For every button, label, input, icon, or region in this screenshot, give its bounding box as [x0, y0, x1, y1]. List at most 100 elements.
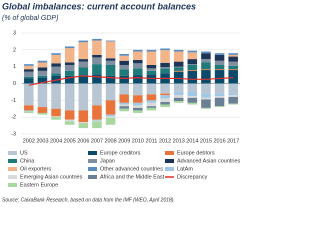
bar-segment — [105, 64, 116, 76]
bar-segment — [78, 59, 89, 62]
bar-segment — [160, 93, 170, 96]
x-tick-label: 2003 — [36, 138, 48, 144]
bar-segment — [119, 94, 129, 103]
bar-segment — [214, 69, 225, 71]
bar-segment — [105, 41, 116, 59]
bar-segment — [119, 69, 129, 76]
bar-segment — [105, 118, 116, 125]
bar-segment — [51, 116, 61, 118]
bar-segment — [201, 51, 211, 54]
bar-segment — [173, 71, 184, 84]
bar-segment — [187, 52, 198, 60]
y-tick-label: 1 — [13, 64, 16, 70]
bar-segment — [214, 96, 225, 98]
x-tick-label: 2005 — [64, 138, 76, 144]
bar-segment — [160, 67, 170, 69]
bar-segment — [119, 106, 129, 109]
bar-segment — [105, 114, 116, 117]
bar-segment — [160, 48, 170, 51]
bar-segment — [214, 64, 225, 70]
legend-swatch — [8, 159, 17, 163]
bar-segment — [133, 107, 143, 111]
legend-label: Discrepancy — [177, 174, 208, 180]
legend-label: Oil exporters — [20, 166, 51, 172]
bar-segment — [78, 83, 89, 111]
bar-segment — [201, 93, 211, 98]
chart-title: Global imbalances: current account balan… — [2, 1, 196, 11]
bar-segment — [51, 66, 61, 74]
bar-segment — [92, 38, 102, 41]
bar-segment — [187, 70, 198, 84]
bar-segment — [92, 121, 102, 129]
legend-label: LatAm — [177, 166, 193, 172]
bar-segment — [187, 96, 198, 98]
bar-segment — [228, 93, 238, 96]
bar-segment — [228, 61, 238, 66]
bar-segment — [64, 62, 75, 65]
bar-segment — [228, 53, 238, 55]
x-tick-label: 2007 — [91, 138, 103, 144]
bar-segment — [146, 49, 157, 52]
bar-segment — [119, 54, 129, 56]
bar-segment — [173, 66, 184, 68]
bar-segment — [201, 69, 211, 71]
x-tick-label: 2017 — [227, 138, 239, 144]
legend-label: US — [20, 150, 28, 156]
bar-segment — [146, 64, 157, 69]
x-tick-label: 2002 — [23, 138, 35, 144]
x-tick-label: 2008 — [104, 138, 116, 144]
bar-segment — [187, 70, 198, 71]
bar-segment — [228, 103, 238, 105]
legend-swatch — [8, 167, 17, 171]
bar-segment — [228, 96, 238, 104]
bar-segment — [92, 64, 102, 75]
bar-segment — [92, 40, 102, 55]
legend-swatch — [8, 151, 17, 155]
bar-segment — [64, 119, 75, 122]
bar-segment — [64, 46, 75, 49]
bar-segment — [173, 61, 184, 67]
legend-swatch — [8, 183, 17, 187]
bar-segment — [105, 40, 116, 42]
bar-segment — [201, 59, 211, 63]
bar-segment — [146, 102, 157, 107]
bar-segment — [105, 58, 116, 61]
bar-segment — [133, 102, 143, 106]
bar-segment — [201, 70, 211, 84]
bar-segment — [51, 83, 61, 109]
bar-segment — [187, 91, 198, 97]
bar-segment — [92, 83, 102, 106]
bar-segment — [228, 54, 238, 57]
bar-segment — [24, 111, 34, 113]
bar-segment — [133, 110, 143, 113]
bar-segment — [214, 93, 225, 97]
legend-label: Japan — [100, 158, 115, 164]
bar-segment — [37, 77, 48, 84]
legend-swatch — [165, 151, 174, 155]
legend-swatch — [88, 167, 97, 171]
x-tick-label: 2015 — [200, 138, 212, 144]
bar-segment — [228, 95, 238, 97]
bar-segment — [51, 54, 61, 64]
bar-segment — [78, 122, 89, 124]
bar-segment — [24, 83, 34, 106]
bar-segment — [228, 83, 238, 94]
bar-segment — [187, 102, 198, 105]
bar-segment — [64, 70, 75, 76]
bar-segment — [173, 97, 184, 102]
bar-segment — [119, 75, 129, 84]
bar-segment — [64, 83, 75, 111]
bar-segment — [173, 91, 184, 96]
bar-segment — [201, 53, 211, 60]
bar-segment — [173, 83, 184, 92]
bar-segment — [92, 119, 102, 121]
bar-segment — [51, 63, 61, 67]
bar-segment — [24, 76, 34, 79]
bar-segment — [228, 65, 238, 70]
bar-segment — [37, 60, 48, 63]
bar-segment — [78, 40, 89, 43]
x-tick-label: 2016 — [213, 138, 225, 144]
bar-segment — [228, 70, 238, 84]
bar-segment — [24, 110, 34, 112]
bar-segment — [37, 67, 48, 71]
